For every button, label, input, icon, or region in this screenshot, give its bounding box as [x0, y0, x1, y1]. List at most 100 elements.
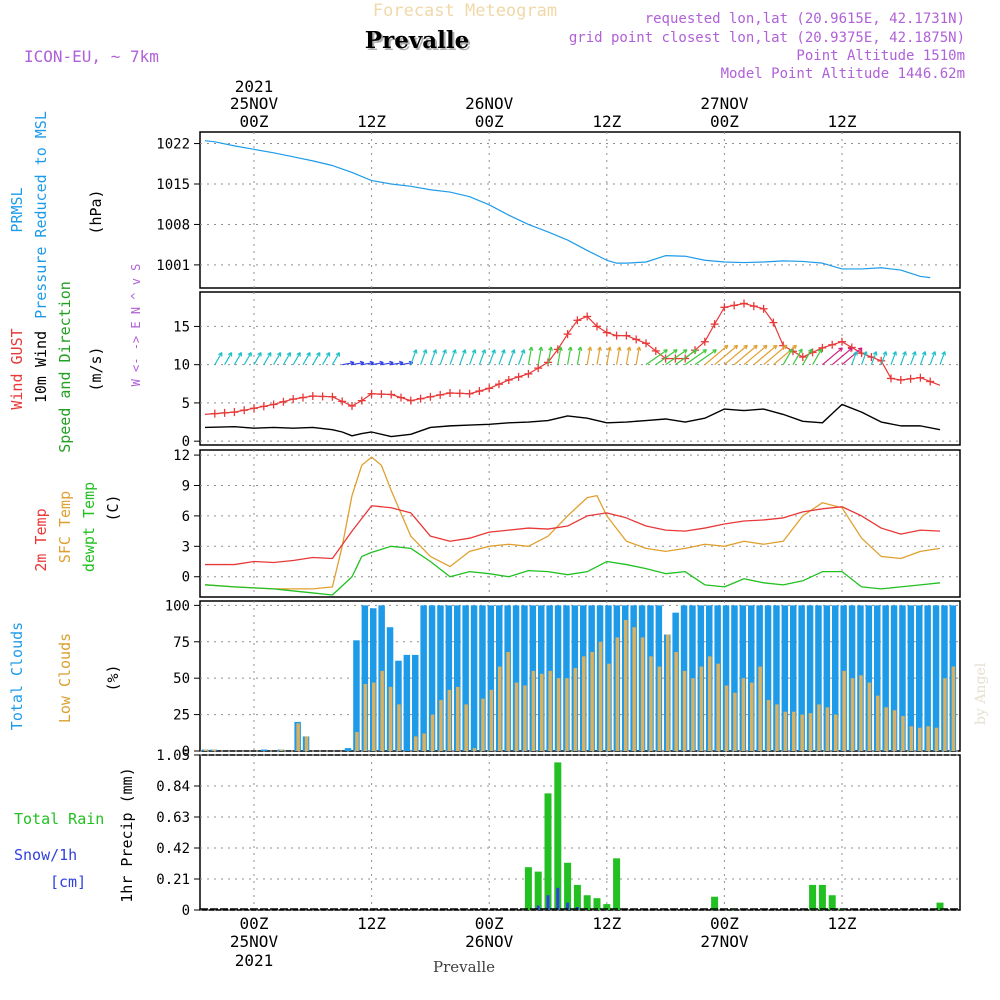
total-cloud-bar	[260, 749, 268, 751]
low-cloud-bar	[380, 670, 384, 751]
snow-bar	[566, 902, 570, 910]
low-cloud-bar	[825, 707, 830, 751]
wind-arrow-head	[745, 345, 748, 350]
low-cloud-bar	[489, 689, 494, 751]
wind-arrow	[263, 352, 272, 365]
low-cloud-bar	[565, 678, 569, 751]
wind-arrow-head	[619, 346, 622, 351]
total-cloud-bar	[731, 605, 738, 751]
low-cloud-bar	[414, 736, 418, 751]
y-tick-label: 9	[182, 478, 190, 494]
wind-arrow-head	[855, 351, 858, 356]
wind-arrow	[606, 346, 611, 365]
wind-arrow	[714, 344, 738, 366]
low-cloud-bar	[212, 749, 216, 751]
low-cloud-bar	[783, 711, 788, 751]
prmsl-line	[204, 140, 931, 279]
low-cloud-bar	[279, 749, 284, 751]
low-cloud-bar	[808, 713, 813, 751]
sfc-temp-label: SFC Temp	[56, 491, 74, 563]
top-date-label: 26NOV	[465, 94, 514, 113]
y-tick-label: 0	[182, 903, 190, 919]
wind-arrow	[763, 344, 787, 366]
wind-arrow	[743, 344, 768, 366]
snow-bar	[536, 905, 540, 910]
y-tick-label: 0.21	[156, 872, 190, 888]
wind-arrow-head	[589, 346, 593, 351]
wind-arrow	[616, 346, 621, 365]
total-cloud-bar	[790, 605, 797, 751]
total-cloud-bar	[479, 605, 486, 751]
temp2m-label: 2m Temp	[32, 508, 50, 571]
wind-arrow	[900, 351, 907, 365]
cloud-units-label: (%)	[104, 664, 122, 691]
top-year-label: 2021	[235, 77, 274, 96]
rain-bar	[809, 884, 817, 910]
wind-arrow	[449, 349, 457, 365]
wind-arrow-head	[513, 349, 516, 354]
total-cloud-bar	[773, 605, 780, 751]
wind-arrow-head	[360, 362, 365, 366]
low-cloud-bar	[834, 714, 838, 751]
total-cloud-bar	[907, 605, 915, 751]
rain-bar	[828, 895, 836, 910]
model-altitude: Model Point Altitude 1446.62m	[721, 66, 965, 82]
wind-arrow	[224, 352, 233, 365]
low-cloud-bar	[926, 726, 930, 751]
low-cloud-bar	[758, 666, 762, 751]
total-cloud-bar	[412, 654, 419, 751]
snow-bar	[546, 895, 550, 910]
low-cloud-bar	[708, 656, 712, 751]
wind-arrow	[312, 352, 321, 365]
low-cloud-bar	[699, 666, 704, 751]
wind-arrow	[302, 352, 311, 365]
total-cloud-bar	[832, 605, 839, 751]
wind-arrow	[469, 349, 476, 365]
wind-arrow-head	[713, 349, 717, 354]
marks-layer	[200, 140, 960, 910]
wind-arrow	[439, 349, 447, 365]
total-cloud-bar	[823, 605, 831, 751]
y-tick-label: 10	[173, 358, 190, 374]
total-cloud-bar	[722, 605, 730, 751]
total-cloud-bar	[403, 654, 411, 751]
total-cloud-bar	[815, 605, 822, 751]
temp-units-label: (C)	[104, 494, 122, 521]
rain-bar	[564, 862, 572, 910]
low-cloud-bar	[615, 637, 620, 751]
wind-arrow	[567, 346, 572, 365]
wind-arrow	[361, 362, 374, 366]
total-cloud-bar	[806, 605, 814, 751]
bottom-time-label: 12Z	[592, 914, 621, 933]
temp2m-line	[205, 505, 941, 566]
wind-arrow-head	[484, 349, 487, 354]
wind-arrow	[342, 362, 355, 366]
low-cloud-bar	[884, 707, 888, 751]
wind-arrow-head	[865, 351, 868, 356]
low-cloud-bar	[439, 700, 443, 751]
low-cloud-bar	[204, 749, 208, 751]
wind-arrow-head	[464, 349, 467, 354]
y-tick-label: 1001	[156, 258, 190, 274]
wind-speed-line	[204, 403, 941, 438]
wind-arrow	[704, 344, 729, 366]
wind-arrow	[753, 344, 778, 366]
sfc-temp-line	[204, 456, 941, 590]
wind-arrow	[929, 351, 936, 365]
low-cloud-bar	[716, 663, 720, 751]
axes-layer: 1001100810151022051015036912025507510000…	[8, 77, 961, 970]
rain-bar	[613, 858, 621, 910]
total-cloud-bar	[344, 748, 352, 751]
wind-arrow	[831, 347, 853, 366]
wind-arrow-head	[474, 349, 477, 354]
wind-arrow-head	[764, 345, 768, 350]
y-tick-label: 0	[182, 434, 190, 450]
wind-arrow-head	[694, 349, 698, 354]
prmsl-desc-label: Pressure Reduced to MSL	[32, 111, 50, 319]
rain-bar	[544, 793, 552, 910]
low-cloud-bar	[296, 723, 300, 751]
low-cloud-bar	[624, 619, 628, 751]
y-tick-label: 5	[182, 396, 190, 412]
wind-arrow-head	[885, 351, 888, 356]
